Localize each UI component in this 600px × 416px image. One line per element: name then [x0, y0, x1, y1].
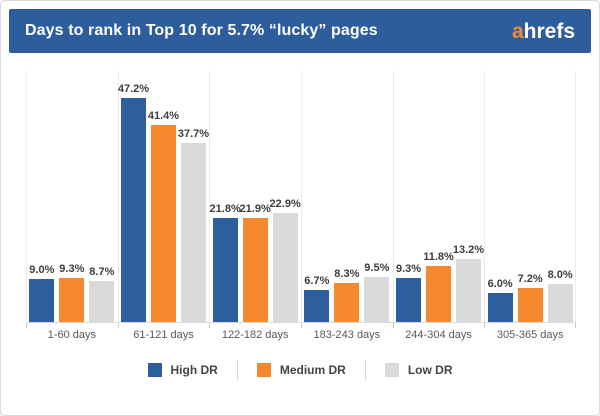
category-label: 61-121 days [133, 329, 194, 341]
bar-value-label: 7.2% [517, 273, 543, 285]
bar-high-dr: 6.0% [488, 278, 513, 322]
bar-group-1-60-days: 9.0% 9.3% 8.7% [26, 70, 118, 322]
ahrefs-logo: ahrefs [512, 21, 575, 42]
bar-value-label: 9.3% [59, 263, 85, 275]
category-label: 183-243 days [313, 329, 381, 341]
bar-group-122-182-days: 21.8% 21.9% 22.9% [209, 70, 301, 322]
legend-item-high-dr: High DR [129, 363, 237, 377]
bar-low-dr: 22.9% [270, 198, 301, 322]
legend-item-low-dr: Low DR [366, 363, 472, 377]
bar-value-label: 9.5% [364, 262, 390, 274]
bar-value-label: 47.2% [117, 83, 150, 95]
bar-low-dr: 8.7% [89, 266, 114, 322]
bar-medium-dr: 41.4% [148, 110, 179, 322]
legend-divider [236, 360, 238, 380]
bar-medium-dr: 21.9% [240, 203, 271, 322]
category-label: 305-365 days [496, 329, 564, 341]
bar-value-label: 21.9% [239, 203, 271, 215]
bar-group-244-304-days: 9.3% 11.8% 13.2% [393, 70, 485, 322]
bar-value-label: 8.7% [89, 266, 115, 278]
bar-medium-dr: 11.8% [423, 251, 454, 322]
gridline [484, 71, 485, 323]
legend-label: High DR [170, 363, 218, 377]
legend-divider [364, 360, 366, 380]
bar-value-label: 9.0% [29, 264, 55, 276]
plot-area: 9.0% 9.3% 8.7% 47.2% 41.4% 37.7% 21.8% 21.9% 22.… [26, 70, 576, 328]
bar-high-dr: 47.2% [118, 83, 149, 322]
legend: High DR Medium DR Low DR [1, 360, 599, 380]
bar-value-label: 8.3% [334, 268, 360, 280]
axis-tick [26, 323, 27, 328]
bar-value-label: 22.9% [269, 198, 301, 210]
axis-tick [575, 323, 576, 328]
bar-value-label: 9.3% [395, 263, 422, 275]
category-label: 122-182 days [221, 329, 289, 341]
gridline [118, 71, 119, 323]
bar-low-dr: 13.2% [453, 244, 484, 322]
gridline [575, 71, 576, 323]
bar-value-label: 37.7% [177, 128, 210, 140]
bar-low-dr: 37.7% [178, 128, 209, 322]
legend-label: Medium DR [279, 363, 346, 377]
bar-low-dr: 8.0% [548, 269, 573, 322]
bar-high-dr: 21.8% [210, 203, 241, 322]
gridline [26, 71, 27, 323]
axis-tick [301, 323, 302, 328]
gridline [393, 71, 394, 323]
bar-value-label: 6.0% [487, 278, 513, 290]
category-label: 244-304 days [405, 329, 472, 341]
axis-tick [393, 323, 394, 328]
bar-high-dr: 9.3% [396, 263, 421, 322]
axis-tick [484, 323, 485, 328]
bar-group-305-365-days: 6.0% 7.2% 8.0% [484, 70, 576, 322]
bar-value-label: 6.7% [304, 275, 330, 287]
logo-rest-letters: hrefs [523, 19, 575, 43]
gridline [209, 71, 210, 323]
bar-group-61-121-days: 47.2% 41.4% 37.7% [118, 70, 210, 322]
logo-accent-letter: a [511, 19, 524, 43]
bar-value-label: 13.2% [452, 244, 485, 256]
bar-medium-dr: 8.3% [334, 268, 359, 322]
legend-swatch [384, 363, 399, 377]
bar-group-183-243-days: 6.7% 8.3% 9.5% [301, 70, 393, 322]
legend-swatch [256, 363, 271, 377]
bar-value-label: 21.8% [209, 203, 241, 215]
bar-medium-dr: 7.2% [518, 273, 543, 322]
axis-tick [118, 323, 119, 328]
header: Days to rank in Top 10 for 5.7% “lucky” … [9, 9, 591, 53]
bar-low-dr: 9.5% [364, 262, 389, 322]
chart-title: Days to rank in Top 10 for 5.7% “lucky” … [25, 22, 378, 39]
category-label: 1-60 days [47, 329, 96, 341]
bar-value-label: 8.0% [547, 269, 573, 281]
x-axis-labels: 1-60 days 61-121 days 122-182 days 183-243 … [26, 329, 576, 341]
legend-label: Low DR [407, 363, 453, 377]
gridline [301, 71, 302, 323]
legend-item-medium-dr: Medium DR [238, 363, 365, 377]
bar-value-label: 11.8% [423, 251, 454, 263]
bar-high-dr: 6.7% [304, 275, 329, 322]
bar-medium-dr: 9.3% [59, 263, 84, 322]
axis-tick [209, 323, 210, 328]
bar-value-label: 41.4% [147, 110, 180, 122]
legend-swatch [147, 363, 162, 377]
bar-high-dr: 9.0% [29, 264, 54, 322]
